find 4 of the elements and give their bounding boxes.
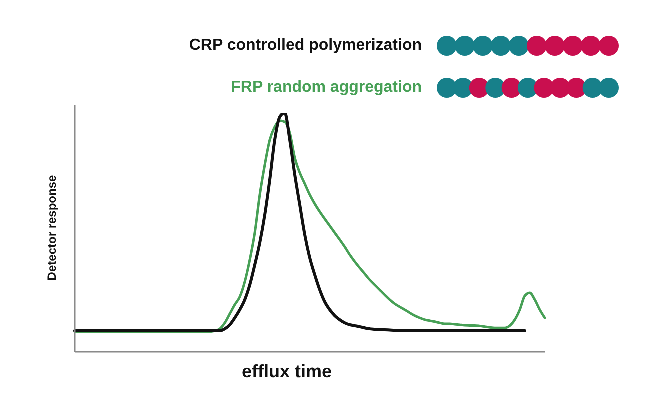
- text: FRP random aggregation: [231, 79, 422, 96]
- y-axis-title: Detector response: [45, 175, 59, 281]
- x-axis-title: efflux time: [242, 362, 332, 382]
- text: CRP controlled polymerization: [189, 37, 422, 54]
